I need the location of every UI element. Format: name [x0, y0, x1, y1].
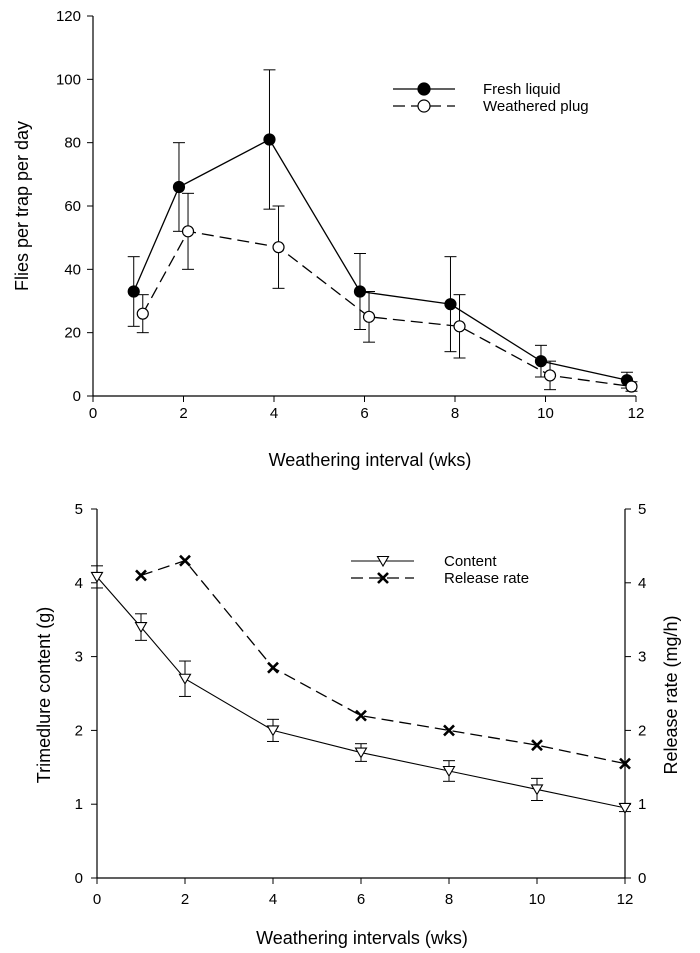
release-rate-point: [355, 709, 367, 722]
content-point: [178, 673, 192, 685]
top-chart-x-axis-title: Weathering interval (wks): [269, 450, 472, 470]
weathered-plug-point: [272, 241, 285, 254]
content-point: [354, 747, 368, 759]
release-rate-point: [267, 661, 279, 674]
legend-content-swatch: [351, 555, 414, 568]
top-chart-y-tick-label: 20: [64, 325, 81, 342]
legend-fresh-liquid-swatch: [393, 82, 455, 96]
legend-release-rate-label: Release rate: [444, 570, 529, 587]
fresh-liquid-point: [127, 285, 140, 298]
bottom-chart-right-y-tick-label: 4: [638, 575, 646, 592]
top-chart-y-tick-label: 40: [64, 261, 81, 278]
legend-content-label: Content: [444, 553, 497, 570]
top-chart-y-axis-title: Flies per trap per day: [12, 121, 32, 291]
bottom-chart-x-tick-label: 4: [269, 891, 277, 908]
top-chart-x-tick-label: 4: [270, 405, 278, 422]
top-chart-series: [127, 69, 638, 393]
legend-release-rate-swatch: [351, 572, 414, 584]
content-point: [266, 725, 280, 737]
bottom-chart-left-y-tick-label: 4: [75, 575, 83, 592]
weathered-plug-point: [181, 225, 195, 238]
top-chart-y-tick-label: 0: [73, 388, 81, 405]
weathered-plug-point: [453, 320, 466, 333]
bottom-chart-series: [90, 554, 632, 814]
release-rate-point: [531, 739, 543, 752]
bottom-chart-x-tick-label: 10: [529, 891, 546, 908]
bottom-chart-right-y-tick-label: 2: [638, 722, 646, 739]
legend-weathered-plug-label: Weathered plug: [483, 98, 589, 115]
weathered-plug-point: [136, 307, 149, 320]
bottom-chart-x-tick-label: 2: [181, 891, 189, 908]
content-point: [90, 571, 104, 583]
bottom-chart-left-y-tick-label: 5: [75, 501, 83, 518]
fresh-liquid-point: [172, 180, 186, 194]
bottom-chart-left-y-axis-title: Trimedlure content (g): [34, 607, 54, 783]
top-chart-x-tick-label: 12: [628, 405, 645, 422]
fresh-liquid-line: [133, 138, 628, 381]
weathered-plug-point: [625, 380, 638, 393]
bottom-chart-left-y-tick-label: 2: [75, 722, 83, 739]
bottom-chart-legend: Content Release rate: [351, 553, 529, 587]
bottom-chart-right-y-tick-label: 0: [638, 870, 646, 887]
top-chart-x-tick-label: 6: [360, 405, 368, 422]
top-chart-y-tick-label: 60: [64, 198, 81, 215]
bottom-chart-right-y-tick-label: 3: [638, 649, 646, 666]
bottom-chart-left-y-tick-label: 1: [75, 796, 83, 813]
weathered-plug-line: [142, 230, 632, 388]
legend-fresh-liquid-label: Fresh liquid: [483, 81, 561, 98]
bottom-chart-x-tick-label: 6: [357, 891, 365, 908]
content-point: [530, 784, 544, 796]
top-chart-y-tick-label: 120: [56, 8, 81, 25]
release-rate-point: [135, 569, 147, 582]
legend-weathered-plug-swatch: [393, 99, 455, 113]
bottom-chart-x-tick-label: 0: [93, 891, 101, 908]
release-rate-line: [140, 559, 626, 765]
release-rate-point: [619, 757, 631, 770]
bottom-chart-right-y-tick-label: 5: [638, 501, 646, 518]
bottom-chart-right-y-axis-title: Release rate (mg/h): [661, 615, 681, 774]
fresh-liquid-point: [263, 133, 276, 146]
bottom-chart-left-y-tick-label: 0: [75, 870, 83, 887]
top-chart-legend: Fresh liquid Weathered plug: [393, 81, 589, 115]
weathered-plug-point: [543, 369, 557, 382]
bottom-chart-left-y-tick-label: 3: [75, 649, 83, 666]
top-chart-y-tick-label: 80: [64, 135, 81, 152]
top-chart-x-tick-label: 10: [537, 405, 554, 422]
content-line: [96, 576, 626, 809]
bottom-chart-right-y-tick-label: 1: [638, 796, 646, 813]
fresh-liquid-point: [444, 298, 457, 311]
top-chart-y-tick-label: 100: [56, 71, 81, 88]
top-chart-x-tick-label: 2: [179, 405, 187, 422]
content-point: [618, 802, 632, 814]
release-rate-point: [443, 724, 455, 737]
weathered-plug-point: [362, 310, 376, 323]
bottom-chart-x-tick-label: 12: [617, 891, 634, 908]
content-point: [442, 765, 456, 778]
bottom-chart-x-tick-label: 8: [445, 891, 453, 908]
content-point: [134, 622, 148, 634]
bottom-chart-x-axis-title: Weathering intervals (wks): [256, 928, 468, 948]
release-rate-point: [179, 554, 191, 567]
top-chart-x-tick-label: 8: [451, 405, 459, 422]
top-chart-x-tick-label: 0: [89, 405, 97, 422]
